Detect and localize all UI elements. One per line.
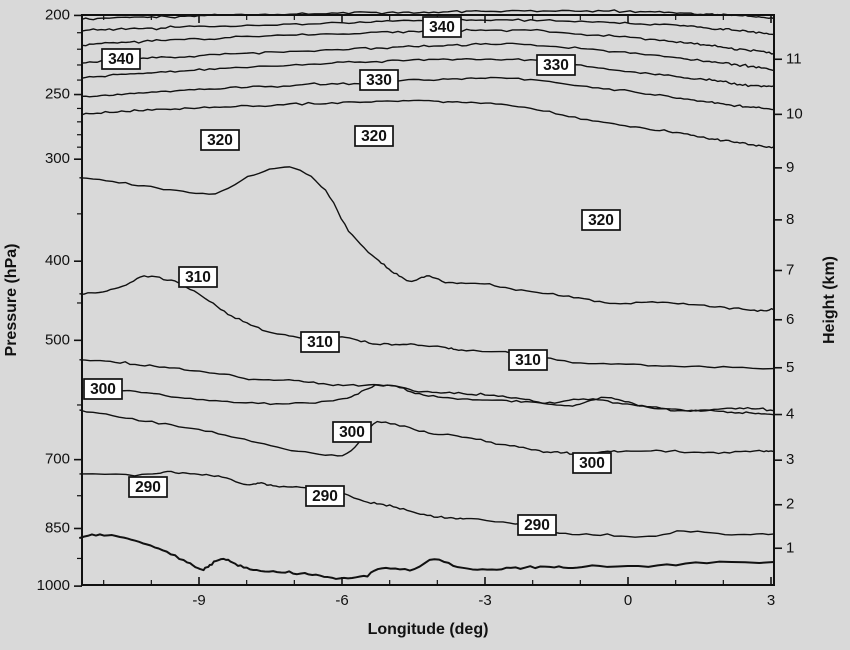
svg-text:Pressure (hPa): Pressure (hPa) — [3, 244, 20, 357]
svg-text:330: 330 — [366, 72, 392, 89]
svg-text:0: 0 — [624, 592, 632, 609]
svg-text:8: 8 — [786, 211, 794, 228]
svg-text:300: 300 — [339, 424, 365, 441]
svg-text:7: 7 — [786, 261, 794, 278]
svg-text:330: 330 — [543, 57, 569, 74]
svg-text:1: 1 — [786, 539, 794, 556]
svg-text:340: 340 — [108, 51, 134, 68]
svg-text:1000: 1000 — [37, 577, 70, 594]
svg-text:-9: -9 — [192, 592, 205, 609]
svg-text:320: 320 — [361, 128, 387, 145]
svg-text:400: 400 — [45, 252, 70, 269]
svg-text:320: 320 — [207, 132, 233, 149]
svg-text:6: 6 — [786, 311, 794, 328]
svg-text:300: 300 — [90, 381, 116, 398]
svg-text:250: 250 — [45, 86, 70, 103]
svg-text:340: 340 — [429, 19, 455, 36]
svg-text:700: 700 — [45, 451, 70, 468]
svg-text:310: 310 — [307, 334, 333, 351]
svg-text:-3: -3 — [478, 592, 491, 609]
svg-text:200: 200 — [45, 6, 70, 23]
svg-text:290: 290 — [135, 479, 161, 496]
svg-text:3: 3 — [786, 451, 794, 468]
svg-text:-6: -6 — [335, 592, 348, 609]
svg-text:3: 3 — [767, 592, 775, 609]
svg-text:Height (km): Height (km) — [821, 256, 838, 344]
svg-text:320: 320 — [588, 212, 614, 229]
svg-text:500: 500 — [45, 331, 70, 348]
svg-text:4: 4 — [786, 406, 794, 423]
svg-text:850: 850 — [45, 519, 70, 536]
svg-text:290: 290 — [312, 488, 338, 505]
svg-text:300: 300 — [45, 150, 70, 167]
svg-text:10: 10 — [786, 105, 803, 122]
svg-text:11: 11 — [786, 50, 802, 67]
svg-text:300: 300 — [579, 455, 605, 472]
svg-text:2: 2 — [786, 496, 794, 513]
svg-text:310: 310 — [185, 269, 211, 286]
svg-text:5: 5 — [786, 359, 794, 376]
svg-text:Longitude (deg): Longitude (deg) — [368, 621, 489, 638]
svg-text:290: 290 — [524, 517, 550, 534]
svg-text:310: 310 — [515, 352, 541, 369]
svg-text:9: 9 — [786, 159, 794, 176]
